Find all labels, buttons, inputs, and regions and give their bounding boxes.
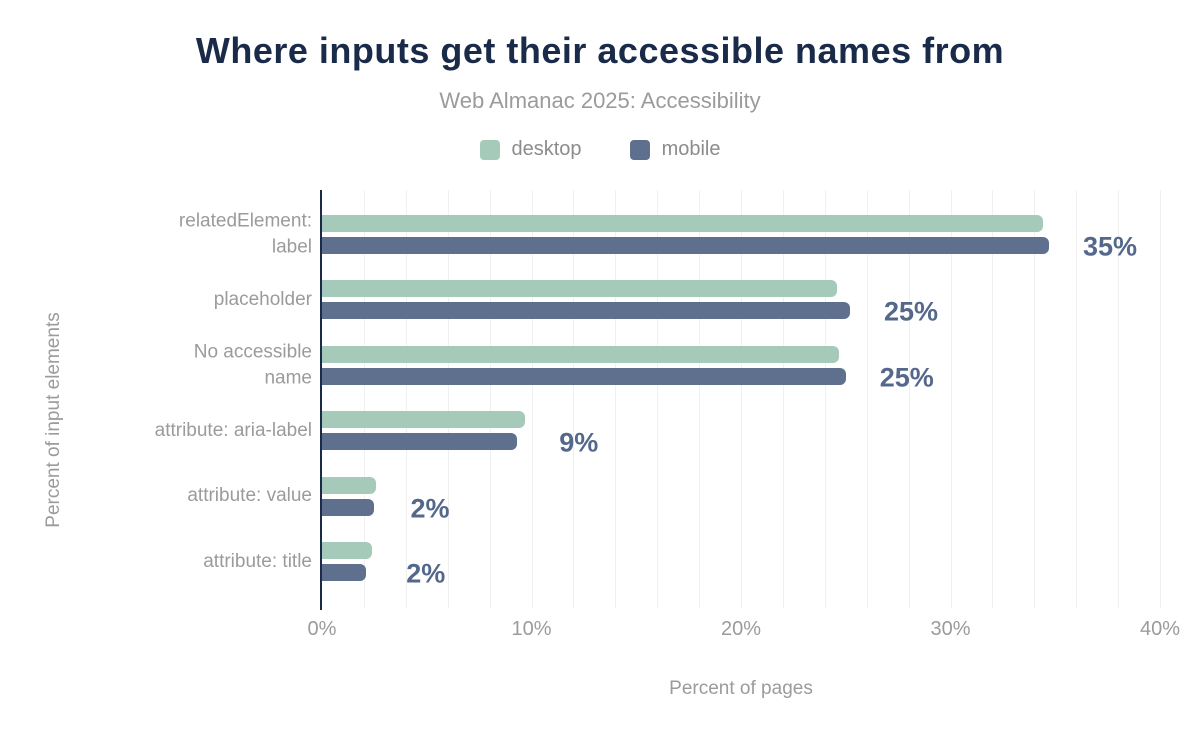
bar-mobile bbox=[322, 367, 846, 385]
category-label: attribute: aria-label bbox=[154, 419, 312, 441]
bar-desktop bbox=[322, 214, 1043, 232]
bar-group: placeholder 25% bbox=[214, 280, 1160, 327]
bar-mobile bbox=[322, 236, 1049, 254]
y-axis-line bbox=[320, 190, 322, 610]
value-label: 25% bbox=[883, 296, 938, 327]
x-axis-ticks: 0% 10% 20% 30% 40% bbox=[308, 618, 1180, 644]
gridline bbox=[573, 190, 575, 608]
legend: desktop mobile bbox=[0, 138, 1200, 161]
bar-mobile bbox=[322, 498, 375, 516]
plot-area: relatedElement: label 35% placeholder 25% No… bbox=[155, 190, 1161, 610]
gridline bbox=[699, 190, 701, 608]
gridline bbox=[1034, 190, 1036, 608]
gridline bbox=[824, 190, 826, 608]
bar-group: relatedElement: label 35% bbox=[179, 210, 1160, 261]
x-tick-label: 10% bbox=[511, 618, 552, 640]
legend-item-mobile: mobile bbox=[629, 138, 721, 161]
gridline bbox=[489, 190, 491, 608]
value-label: 9% bbox=[559, 427, 599, 458]
gridline bbox=[615, 190, 617, 608]
bar-desktop bbox=[322, 411, 526, 428]
bar-desktop bbox=[322, 280, 838, 297]
gridline bbox=[447, 190, 449, 608]
gridline bbox=[1160, 190, 1161, 608]
bar-desktop bbox=[322, 345, 840, 363]
gridline bbox=[782, 190, 784, 608]
chart-title: Where inputs get their accessible names … bbox=[195, 30, 1005, 71]
chart-subtitle: Web Almanac 2025: Accessibility bbox=[439, 88, 761, 113]
bar-group: attribute: aria-label 9% bbox=[155, 411, 1160, 458]
x-tick-label: 30% bbox=[930, 618, 971, 640]
gridline bbox=[657, 190, 659, 608]
x-axis-title: Percent of pages bbox=[669, 678, 813, 699]
gridline bbox=[741, 190, 742, 608]
mobile-swatch-icon bbox=[629, 139, 650, 160]
y-axis-title: Percent of input elements bbox=[43, 312, 64, 528]
value-label: 35% bbox=[1082, 231, 1137, 261]
category-label: placeholder bbox=[213, 288, 312, 310]
gridline bbox=[992, 190, 994, 608]
bar-mobile bbox=[322, 433, 517, 450]
category-label: relatedElement: label bbox=[178, 210, 312, 257]
bar-mobile bbox=[322, 302, 850, 319]
value-label: 25% bbox=[879, 362, 934, 392]
legend-label-mobile: mobile bbox=[661, 138, 721, 160]
legend-label-desktop: desktop bbox=[511, 138, 582, 160]
x-tick-label: 20% bbox=[720, 618, 762, 640]
gridline bbox=[1076, 190, 1078, 608]
x-tick-label: 0% bbox=[307, 618, 337, 640]
gridline bbox=[1118, 190, 1120, 608]
value-label: 2% bbox=[410, 493, 450, 523]
category-label: attribute: title bbox=[203, 550, 312, 572]
gridline bbox=[866, 190, 868, 608]
x-tick-label: 40% bbox=[1139, 618, 1181, 640]
value-label: 2% bbox=[406, 558, 446, 589]
gridline bbox=[405, 190, 407, 608]
bar-desktop bbox=[322, 542, 373, 559]
bar-group: attribute: title 2% bbox=[203, 542, 1160, 589]
gridline bbox=[531, 190, 533, 608]
desktop-swatch-icon bbox=[479, 139, 500, 160]
category-label: No accessible name bbox=[193, 341, 312, 388]
bar-desktop bbox=[322, 476, 377, 494]
bar-mobile bbox=[322, 564, 366, 581]
gridline bbox=[950, 190, 952, 608]
gridline bbox=[908, 190, 910, 608]
bar-group: No accessible name 25% bbox=[194, 341, 1160, 392]
bar-group: attribute: value 2% bbox=[187, 476, 1160, 523]
legend-item-desktop: desktop bbox=[479, 138, 582, 161]
category-label: attribute: value bbox=[187, 485, 312, 507]
gridline bbox=[363, 190, 365, 608]
